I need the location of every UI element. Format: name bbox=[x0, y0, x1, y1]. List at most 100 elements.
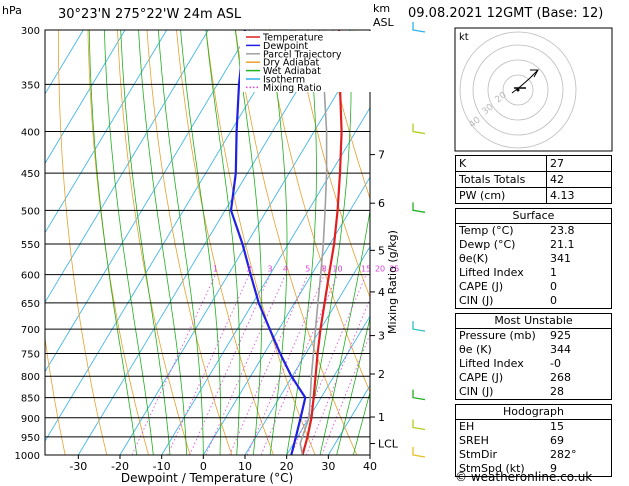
param-label: CAPE (J) bbox=[459, 280, 504, 293]
wet-adiabat-line bbox=[336, 316, 370, 455]
isotherm-line bbox=[45, 30, 84, 95]
pressure-label: 350 bbox=[21, 80, 40, 91]
hodograph-center bbox=[516, 88, 520, 92]
mixing-ratio-label: 10 bbox=[332, 265, 342, 274]
km-tick-label: 2 bbox=[378, 368, 385, 381]
param-row: CAPE (J) 268 bbox=[456, 371, 611, 385]
km-tick-label: 4 bbox=[378, 286, 385, 299]
param-row: EH 15 bbox=[456, 420, 611, 434]
param-label: Lifted Index bbox=[459, 357, 524, 370]
param-value: 21.1 bbox=[550, 238, 575, 251]
param-value: 28 bbox=[550, 385, 564, 398]
mixing-ratio-label: 8 bbox=[322, 265, 327, 274]
pressure-label: 450 bbox=[21, 169, 40, 180]
mixing-ratio-label: 4 bbox=[283, 265, 288, 274]
series-temperature bbox=[301, 30, 343, 455]
hpa-label: hPa bbox=[2, 4, 22, 17]
mixing-ratio-line bbox=[205, 274, 286, 455]
dry-adiabat-line bbox=[146, 30, 233, 455]
param-row: θe(K) 341 bbox=[456, 252, 611, 266]
isotherm-line bbox=[45, 30, 293, 442]
pressure-label: 800 bbox=[21, 372, 40, 383]
pressure-label: 950 bbox=[21, 433, 40, 444]
param-row: CAPE (J) 0 bbox=[456, 280, 611, 294]
km-label: km bbox=[373, 2, 391, 15]
pressure-label: 650 bbox=[21, 299, 40, 310]
param-row: Temp (°C) 23.8 bbox=[456, 224, 611, 238]
param-label: StmDir bbox=[459, 448, 498, 461]
index-value: 42 bbox=[546, 171, 612, 188]
isotherm-line bbox=[45, 30, 168, 234]
legend-label: Dry Adiabat bbox=[263, 58, 320, 69]
mixing-ratio-line bbox=[291, 274, 367, 455]
param-row: Pressure (mb) 925 bbox=[456, 329, 611, 343]
km-tick-label: 5 bbox=[378, 244, 385, 257]
mixing-ratio-label: 15 bbox=[361, 265, 371, 274]
x-tick-label: -20 bbox=[111, 460, 129, 473]
wind-barb bbox=[412, 321, 426, 332]
hodograph-arrow bbox=[530, 69, 539, 78]
x-tick-label: 40 bbox=[363, 460, 377, 473]
km-tick-label: 7 bbox=[378, 149, 385, 162]
pressure-label: 400 bbox=[21, 128, 40, 139]
mixing-ratio-label: 2 bbox=[247, 265, 252, 274]
param-row: CIN (J) 28 bbox=[456, 385, 611, 399]
mixing-ratio-line bbox=[167, 274, 250, 455]
pressure-label: 550 bbox=[21, 240, 40, 251]
km-tick-label: 3 bbox=[378, 330, 385, 343]
hodograph-ring bbox=[502, 74, 534, 106]
pressure-label: 600 bbox=[21, 271, 40, 282]
isotherm-line bbox=[77, 30, 334, 455]
hodograph-ring bbox=[459, 31, 577, 149]
isotherm-line bbox=[161, 107, 370, 455]
x-tick-label: 10 bbox=[238, 460, 252, 473]
param-row: Lifted Index -0 bbox=[456, 357, 611, 371]
param-row: Lifted Index 1 bbox=[456, 266, 611, 280]
series-parcel-trajectory bbox=[299, 30, 328, 455]
x-tick-label: -30 bbox=[69, 460, 87, 473]
param-label: SREH bbox=[459, 434, 489, 447]
surface-box: Surface Temp (°C) 23.8 Dewp (°C) 21.1 θe(K) 3… bbox=[455, 208, 612, 309]
footer-credit: © weatheronline.co.uk bbox=[455, 470, 593, 484]
wind-barb bbox=[412, 123, 426, 135]
param-value: -0 bbox=[550, 357, 561, 370]
pressure-label: 1000 bbox=[15, 451, 40, 462]
pressure-labels: 300 350 400 450 500 550 600 650 700 750 800 850 900 9… bbox=[15, 26, 40, 462]
param-label: θe (K) bbox=[459, 343, 492, 356]
mixing-ratio-axis-label: Mixing Ratio (g/kg) bbox=[386, 230, 399, 334]
series-dewpoint bbox=[229, 30, 307, 455]
most-unstable-box: Most Unstable Pressure (mb) 925 θe (K) 344 L… bbox=[455, 313, 612, 400]
dry-adiabat-line bbox=[58, 30, 108, 455]
param-row: StmDir 282° bbox=[456, 448, 611, 462]
param-label: StmSpd (kt) bbox=[459, 462, 525, 475]
param-value: 15 bbox=[550, 420, 564, 433]
index-label: K bbox=[455, 155, 547, 172]
wet-adiabat-line bbox=[138, 30, 188, 455]
param-row: StmSpd (kt) 9 bbox=[456, 462, 611, 476]
index-row: PW (cm) 4.13 bbox=[455, 187, 612, 204]
wind-barb bbox=[412, 22, 426, 33]
index-value: 27 bbox=[546, 155, 612, 172]
index-value: 4.13 bbox=[546, 187, 612, 204]
param-row: θe (K) 344 bbox=[456, 343, 611, 357]
dry-adiabat-line bbox=[323, 30, 370, 200]
isotherm-line bbox=[45, 30, 209, 303]
mixing-ratio-label: 1 bbox=[213, 265, 218, 274]
mixing-ratio-label: 20 bbox=[375, 265, 385, 274]
most-unstable-title: Most Unstable bbox=[456, 314, 611, 329]
legend-label: Mixing Ratio bbox=[263, 83, 322, 94]
param-value: 9 bbox=[550, 462, 557, 475]
mixing-ratio-labels: 1 2 3 4 5 8 10 15 20 25 bbox=[213, 265, 399, 274]
asl-label: ASL bbox=[373, 16, 394, 29]
wind-barb bbox=[412, 389, 426, 401]
param-label: CIN (J) bbox=[459, 385, 494, 398]
plot-frame bbox=[44, 29, 371, 456]
param-label: Temp (°C) bbox=[459, 224, 514, 237]
x-axis-label: Dewpoint / Temperature (°C) bbox=[121, 471, 293, 485]
sounding-series bbox=[229, 30, 343, 455]
param-row: Dewp (°C) 21.1 bbox=[456, 238, 611, 252]
legend-background bbox=[240, 31, 372, 92]
wind-barb bbox=[412, 419, 426, 431]
hodograph-kt-label: kt bbox=[459, 32, 469, 43]
